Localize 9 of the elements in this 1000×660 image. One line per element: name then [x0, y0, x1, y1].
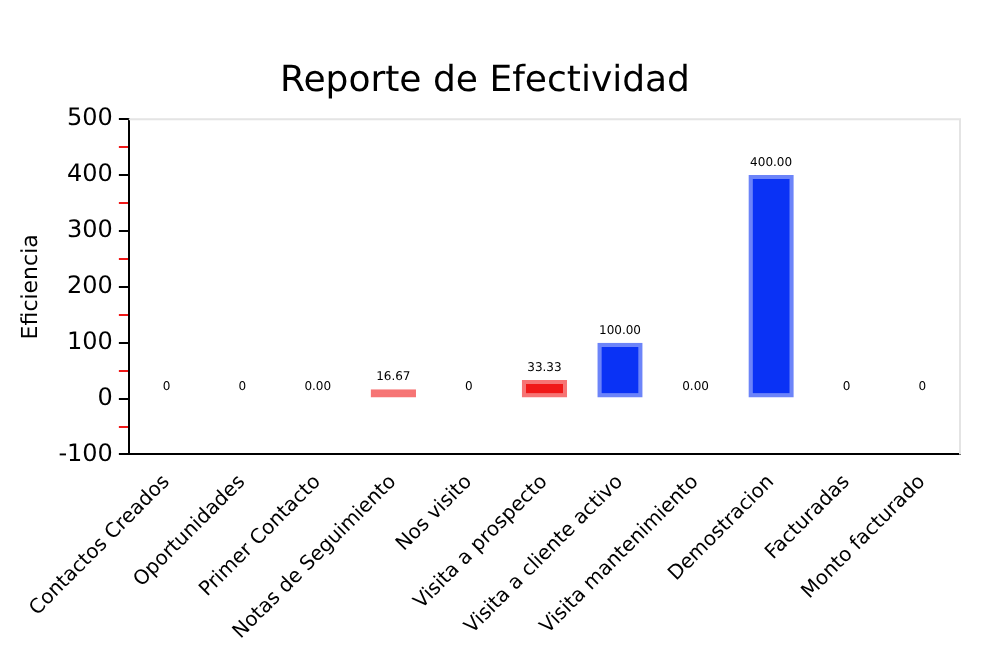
y-tick-label: 200 [67, 271, 113, 300]
y-tick-label: 400 [67, 159, 113, 188]
y-tick-label: 300 [67, 215, 113, 244]
chart-title: Reporte de Efectividad [280, 58, 690, 101]
y-tick-label: 100 [67, 326, 113, 355]
y-tick-label: -100 [58, 438, 113, 467]
y-tick-label: 0 [97, 382, 113, 411]
y-axis-title: Eficiencia [16, 234, 43, 340]
y-tick-label: 500 [67, 103, 113, 132]
